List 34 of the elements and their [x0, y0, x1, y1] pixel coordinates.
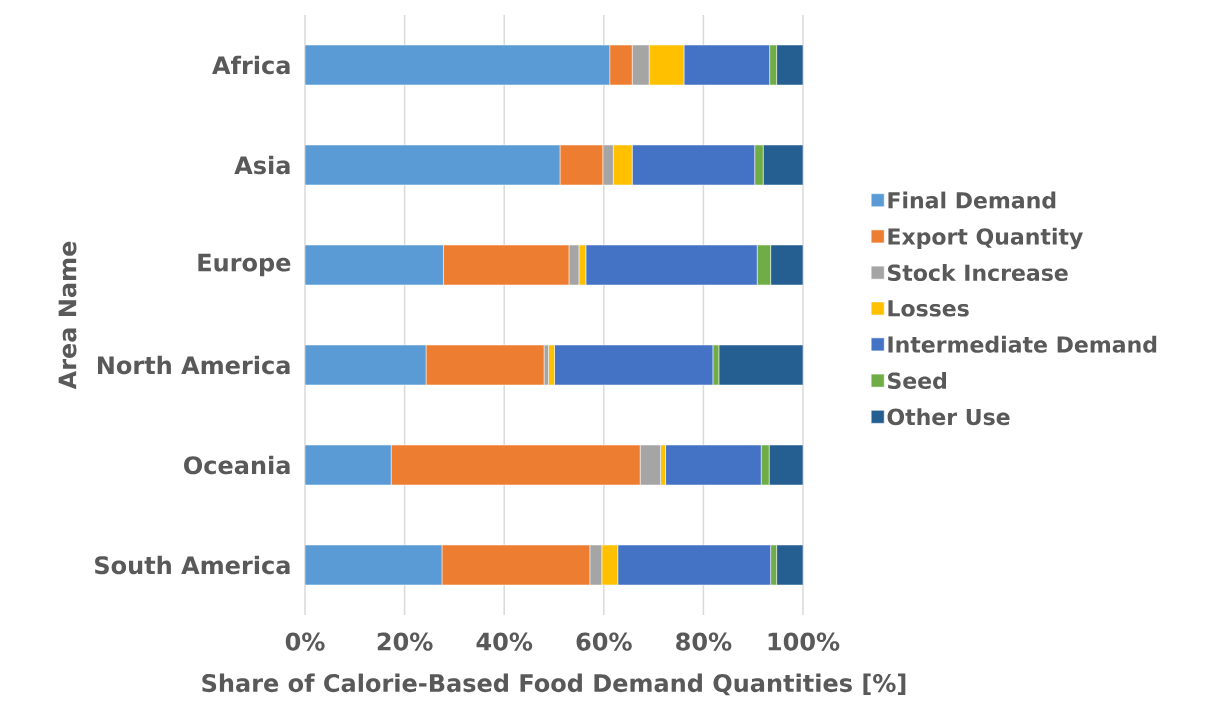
bar — [770, 244, 803, 286]
bar — [305, 244, 444, 286]
x-tick-label: 40% — [476, 632, 533, 651]
x-tick-label: 100% — [768, 632, 840, 651]
legend-label: Intermediate Demand — [888, 335, 1157, 353]
bar — [718, 344, 803, 386]
y-tick-label: South America — [95, 555, 290, 575]
legend-label: Losses — [888, 300, 969, 317]
legend-label: Export Quantity — [888, 227, 1083, 250]
bar — [776, 544, 803, 586]
y-tick-label: North America — [97, 355, 290, 375]
bar — [762, 144, 803, 186]
y-tick-label: Europe — [198, 253, 291, 277]
y-tick-label: Oceania — [184, 455, 290, 475]
x-axis-title: Share of Calorie-Based Food Demand Quantities [%] — [202, 673, 906, 696]
bar — [305, 544, 443, 586]
bar — [305, 344, 427, 386]
x-tick-label: 60% — [576, 632, 632, 651]
x-tick-label: 80% — [676, 632, 732, 651]
y-tick-label: Africa — [212, 55, 290, 75]
bar — [305, 444, 392, 486]
bar — [305, 144, 561, 186]
legend-label: Final Demand — [888, 191, 1056, 209]
y-axis-title: Area Name — [58, 241, 77, 390]
y-tick-label: Asia — [234, 155, 290, 175]
x-tick-label: 0% — [285, 632, 325, 651]
bar — [425, 344, 545, 386]
legend-label: Other Use — [887, 408, 1010, 426]
bar — [776, 44, 803, 86]
bar — [768, 444, 803, 486]
legend-label: Seed — [888, 371, 947, 390]
legend-label: Stock Increase — [888, 264, 1068, 282]
bar — [305, 44, 611, 86]
x-tick-label: 20% — [377, 632, 433, 651]
